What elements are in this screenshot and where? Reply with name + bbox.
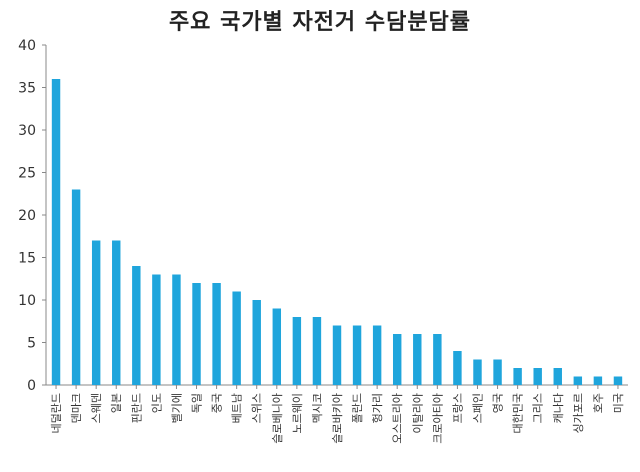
y-tick-label: 5 xyxy=(27,336,36,352)
bar xyxy=(433,334,442,385)
x-tick-label: 덴마크 xyxy=(70,393,83,423)
x-tick-label: 스웨덴 xyxy=(90,393,103,423)
bar xyxy=(252,300,261,385)
bar xyxy=(513,368,522,385)
x-tick-label: 이탈리아 xyxy=(411,393,424,433)
bar xyxy=(473,359,482,385)
x-tick-label: 독일 xyxy=(190,393,204,413)
x-tick-label: 핀란드 xyxy=(130,393,143,423)
bar xyxy=(192,283,201,385)
x-tick-label: 스페인 xyxy=(471,393,484,423)
bar xyxy=(272,308,282,385)
x-tick-label: 노르웨이 xyxy=(291,393,304,433)
y-tick-label: 30 xyxy=(18,123,36,139)
x-tick-label: 그리스 xyxy=(532,393,545,423)
y-tick-label: 40 xyxy=(18,38,36,54)
bar xyxy=(292,317,302,385)
x-tick-label: 크로아티아 xyxy=(431,393,444,444)
x-tick-label: 오스트리아 xyxy=(391,393,404,444)
x-tick-label: 프랑스 xyxy=(451,393,464,423)
bar xyxy=(372,325,382,385)
x-tick-label: 인도 xyxy=(150,393,163,413)
x-tick-label: 일본 xyxy=(109,393,123,413)
x-tick-label: 베트남 xyxy=(231,393,244,423)
x-tick-label: 싱가포르 xyxy=(572,393,585,433)
x-tick-label: 멕시코 xyxy=(311,393,324,423)
x-tick-label: 슬로베니아 xyxy=(271,393,284,444)
bar xyxy=(573,376,583,385)
y-tick-label: 25 xyxy=(18,166,36,182)
bar xyxy=(112,240,121,385)
x-tick-label: 네덜란드 xyxy=(50,393,63,433)
bar xyxy=(212,283,221,385)
bar xyxy=(132,266,141,385)
y-tick-label: 20 xyxy=(18,208,36,224)
bar xyxy=(51,79,61,385)
bar xyxy=(613,376,623,385)
bar xyxy=(533,368,542,385)
bar xyxy=(493,359,502,385)
y-tick-label: 35 xyxy=(18,81,36,97)
x-tick-label: 미국 xyxy=(612,393,625,413)
bar xyxy=(332,325,342,385)
bar xyxy=(352,325,362,385)
x-tick-label: 캐나다 xyxy=(552,393,565,423)
x-tick-label: 스위스 xyxy=(251,393,264,423)
bar xyxy=(392,334,402,385)
bar xyxy=(312,317,322,385)
bar xyxy=(71,189,81,385)
x-tick-label: 벨기에 xyxy=(170,393,183,423)
x-tick-label: 중국 xyxy=(211,393,224,413)
chart-title: 주요 국가별 자전거 수담분담률 xyxy=(168,10,472,35)
x-tick-label: 영국 xyxy=(492,393,505,413)
bar xyxy=(413,334,422,385)
bar xyxy=(453,351,462,385)
x-tick-label: 대한민국 xyxy=(512,393,525,433)
bar xyxy=(91,240,101,385)
y-tick-label: 10 xyxy=(18,293,36,309)
y-tick-label: 15 xyxy=(18,251,36,267)
bar xyxy=(172,274,181,385)
bar xyxy=(553,368,562,385)
bar xyxy=(593,376,603,385)
y-tick-label: 0 xyxy=(27,378,36,394)
x-tick-label: 폴란드 xyxy=(351,393,364,423)
x-tick-label: 헝가리 xyxy=(371,393,384,423)
x-tick-label: 슬로바키아 xyxy=(331,393,344,444)
bar xyxy=(152,274,161,385)
bar xyxy=(232,291,241,385)
x-tick-label: 호주 xyxy=(592,393,605,413)
